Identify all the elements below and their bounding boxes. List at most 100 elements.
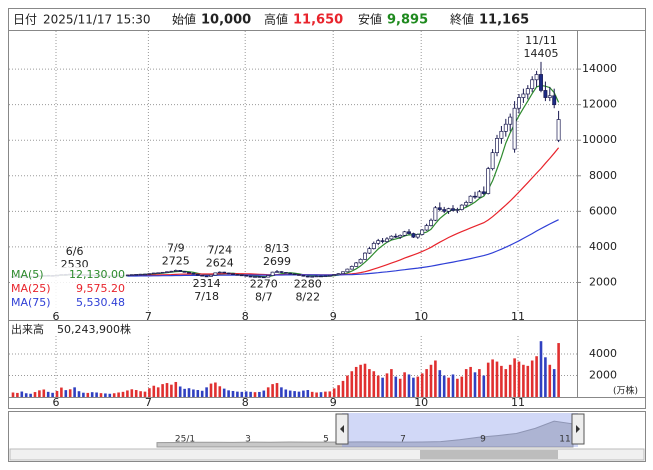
scrollbar-thumb[interactable] bbox=[420, 450, 558, 459]
volume-bar bbox=[350, 371, 354, 397]
volume-bar bbox=[148, 388, 151, 397]
y-tick-label: 2000 bbox=[589, 369, 617, 382]
volume-bar bbox=[117, 392, 120, 397]
volume-bar bbox=[508, 364, 512, 397]
candle-body bbox=[327, 275, 332, 277]
scrollbar-track[interactable] bbox=[9, 448, 645, 461]
volume-bar bbox=[469, 366, 472, 397]
volume-bar bbox=[504, 369, 508, 397]
x-tick-label: 6 bbox=[53, 396, 60, 409]
candle-body bbox=[446, 208, 451, 212]
volume-bar bbox=[143, 391, 147, 397]
candle-body bbox=[204, 275, 209, 278]
candle-body bbox=[402, 231, 407, 236]
volume-bar bbox=[425, 369, 428, 397]
candle-body bbox=[301, 274, 306, 277]
candle-body bbox=[468, 195, 473, 203]
candle-body bbox=[143, 273, 147, 276]
volume-bar bbox=[385, 373, 389, 397]
candle-body bbox=[226, 272, 231, 275]
candle-body bbox=[239, 274, 244, 277]
low-label: 安値 bbox=[358, 12, 382, 27]
candle-body bbox=[552, 95, 557, 106]
volume-bar bbox=[341, 380, 345, 397]
candle-body bbox=[195, 273, 200, 276]
volume-bar bbox=[156, 387, 160, 397]
navigator-label: 9 bbox=[480, 435, 486, 445]
volume-bar bbox=[139, 391, 142, 397]
volume-bar bbox=[394, 376, 398, 397]
volume-bar bbox=[236, 391, 239, 397]
annotation-value: 2314 bbox=[193, 277, 221, 290]
volume-bar bbox=[434, 360, 437, 397]
ma-line bbox=[127, 219, 559, 277]
volume-bar bbox=[473, 372, 477, 397]
candle-body bbox=[393, 235, 398, 238]
candle-body bbox=[257, 276, 262, 278]
volume-bar bbox=[108, 393, 112, 397]
candle-body bbox=[270, 271, 275, 276]
candle-body bbox=[319, 275, 323, 278]
candle-body bbox=[160, 271, 165, 274]
volume-bar bbox=[376, 375, 380, 397]
candle-body bbox=[323, 275, 328, 278]
legend-box bbox=[10, 267, 126, 311]
volume-bar bbox=[280, 387, 283, 397]
navigator-bg bbox=[156, 413, 578, 448]
candle-body bbox=[253, 276, 257, 278]
candle-body bbox=[473, 195, 477, 198]
volume-bar bbox=[222, 388, 226, 397]
candle-body bbox=[490, 152, 495, 170]
volume-bar bbox=[205, 387, 208, 397]
annotation-date: 8/7 bbox=[255, 291, 273, 304]
volume-bar bbox=[530, 360, 534, 397]
volume-bar bbox=[60, 387, 63, 397]
x-tick-label: 8 bbox=[242, 310, 249, 323]
candle-body bbox=[191, 272, 196, 275]
volume-bar bbox=[346, 375, 349, 397]
candle-body bbox=[297, 274, 301, 276]
volume-bar bbox=[253, 392, 257, 397]
candle-body bbox=[244, 274, 249, 277]
candle-body bbox=[499, 130, 504, 139]
candle-body bbox=[508, 116, 513, 125]
volume-bar bbox=[407, 374, 411, 397]
legend-value: 5,530.48 bbox=[76, 296, 125, 309]
volume-bar bbox=[420, 373, 424, 397]
candle-body bbox=[354, 262, 359, 267]
volume-bar bbox=[82, 392, 85, 397]
candle-body bbox=[534, 74, 539, 81]
volume-bar bbox=[359, 364, 362, 397]
candle-body bbox=[424, 225, 429, 231]
volume-bar bbox=[231, 390, 235, 397]
navigator-panel bbox=[8, 411, 646, 462]
volume-bar bbox=[544, 357, 547, 397]
legend-name: MA(25) bbox=[11, 282, 51, 295]
navigator-label: 3 bbox=[245, 435, 251, 445]
volume-bar bbox=[398, 378, 402, 397]
volume-bar bbox=[152, 385, 156, 397]
volume-bar bbox=[517, 361, 521, 397]
x-tick-label: 9 bbox=[330, 310, 337, 323]
candle-body bbox=[556, 119, 561, 141]
volume-bar bbox=[522, 364, 525, 397]
volume-bar bbox=[42, 389, 46, 397]
volume-bar bbox=[240, 391, 244, 397]
candle-body bbox=[169, 270, 174, 273]
legend-name: MA(5) bbox=[11, 268, 44, 281]
candle-body bbox=[407, 231, 411, 234]
volume-bar bbox=[218, 386, 222, 397]
x-tick-label: 7 bbox=[145, 396, 152, 409]
candle-body bbox=[231, 273, 235, 275]
volume-bar bbox=[68, 389, 72, 397]
candle-body bbox=[517, 97, 521, 109]
candle-body bbox=[349, 266, 354, 270]
volume-bar bbox=[390, 369, 393, 397]
volume-bar bbox=[429, 364, 433, 397]
candle-body bbox=[187, 271, 191, 274]
volume-bar bbox=[319, 392, 323, 397]
volume-bar bbox=[500, 365, 503, 397]
volume-bar bbox=[121, 391, 125, 397]
candle-body bbox=[182, 271, 187, 273]
